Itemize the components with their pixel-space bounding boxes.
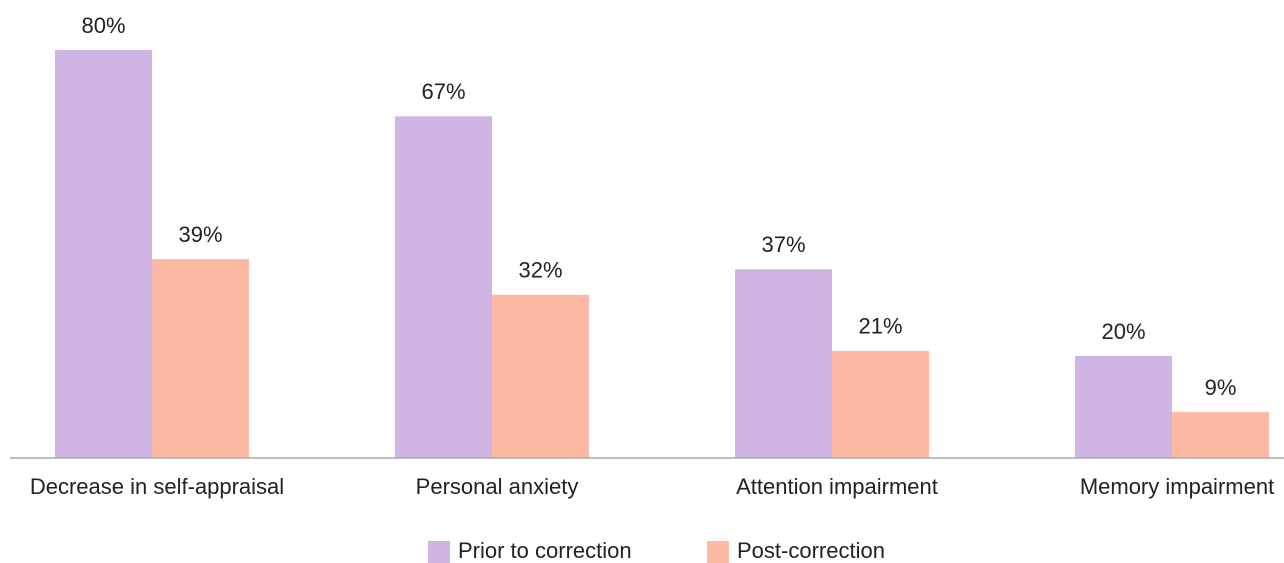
data-label: 20%	[1101, 319, 1145, 344]
bar	[492, 294, 589, 458]
x-tick-label: Attention impairment	[736, 474, 938, 499]
legend-swatch	[428, 541, 450, 563]
legend-label: Post-correction	[737, 538, 885, 563]
x-tick-label: Personal anxiety	[416, 474, 579, 499]
data-label: 21%	[858, 314, 902, 339]
bar	[152, 259, 249, 458]
bar	[1075, 356, 1172, 458]
data-label: 80%	[81, 13, 125, 38]
data-label: 9%	[1205, 375, 1237, 400]
data-label: 37%	[761, 232, 805, 257]
legend-swatch	[707, 541, 729, 563]
data-label: 39%	[178, 222, 222, 247]
bar	[735, 269, 832, 458]
x-tick-label: Decrease in self-appraisal	[30, 474, 284, 499]
x-tick-label: Memory impairment	[1080, 474, 1274, 499]
data-label: 67%	[421, 79, 465, 104]
bar	[832, 350, 929, 458]
bar	[1172, 412, 1269, 458]
bar	[55, 50, 152, 458]
legend-label: Prior to correction	[458, 538, 632, 563]
bar	[395, 116, 492, 459]
data-label: 32%	[518, 258, 562, 283]
